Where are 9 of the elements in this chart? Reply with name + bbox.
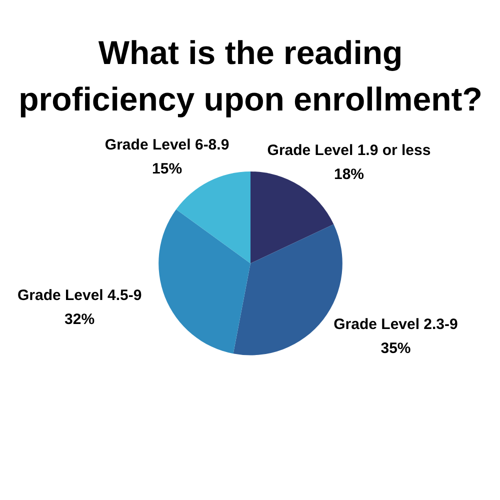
data-label: 32%	[64, 310, 95, 328]
slice-label: Grade Level 2.3-9	[334, 316, 458, 334]
chart-title: What is the reading proficiency upon enrollment?	[18, 34, 482, 118]
slice-label: Grade Level 1.9 or less	[267, 142, 431, 160]
slice-label: Grade Level 6-8.9	[104, 136, 230, 154]
data-label: 15%	[152, 160, 182, 178]
data-label: 35%	[380, 340, 411, 357]
data-label: 18%	[334, 166, 364, 183]
slice-label: Grade Level 4.5-9	[17, 286, 142, 304]
